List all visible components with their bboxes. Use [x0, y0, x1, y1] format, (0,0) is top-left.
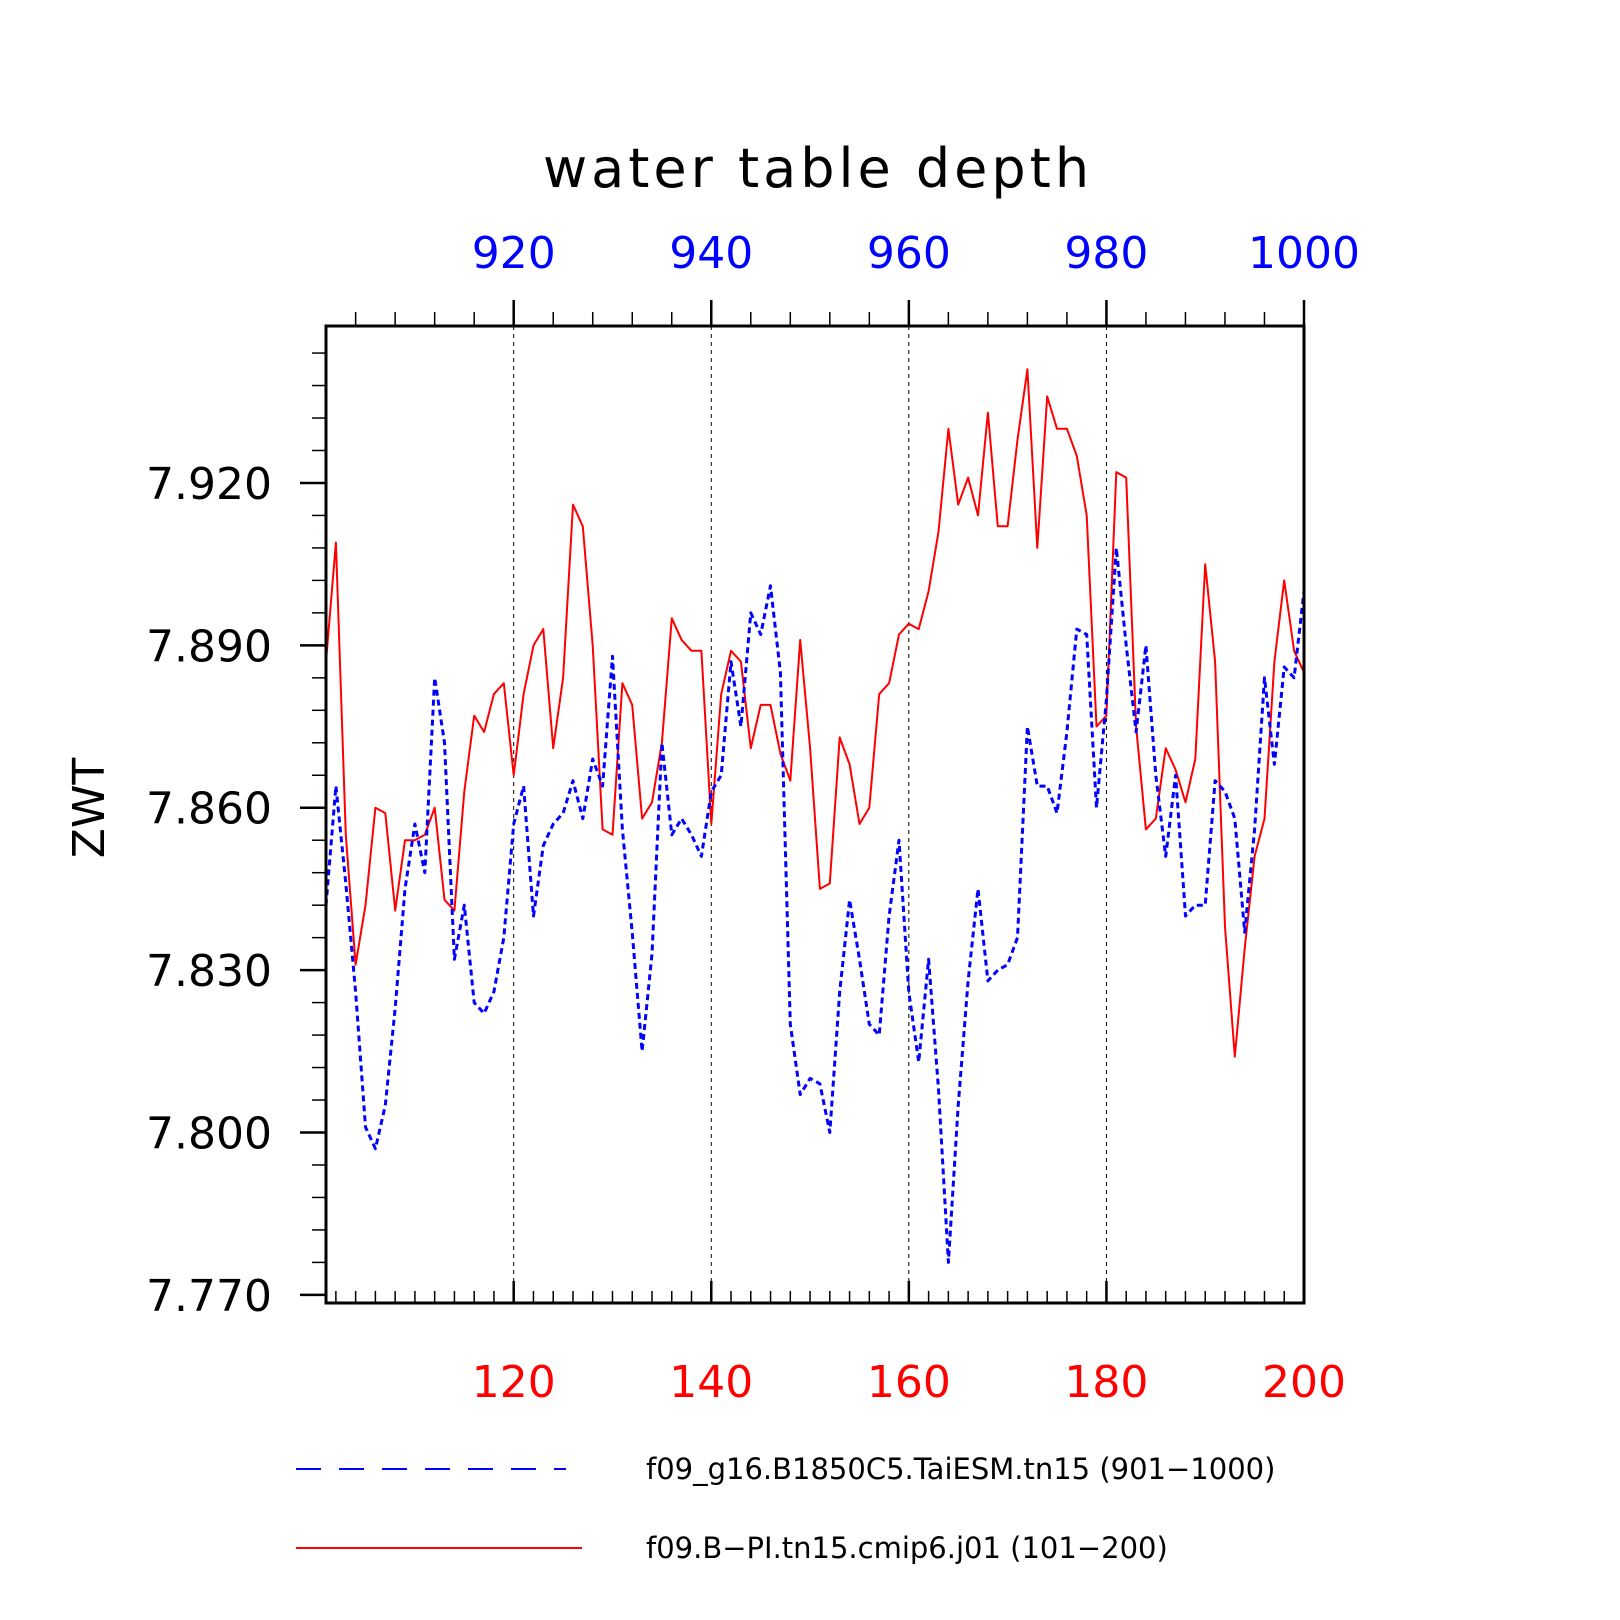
y-tick-label: 7.920	[146, 459, 272, 510]
chart-title: water table depth	[543, 137, 1093, 200]
plot-frame	[324, 324, 1306, 1305]
legend: f09_g16.B1850C5.TaiESM.tn15 (901−1000) f…	[296, 1452, 1275, 1565]
x-tick-label: 140	[669, 1357, 753, 1408]
x-tick-label: 200	[1262, 1357, 1346, 1408]
y-tick-label: 7.830	[146, 946, 272, 997]
x-tick-label: 180	[1064, 1357, 1148, 1408]
y-tick-label: 7.770	[146, 1271, 272, 1322]
axis-ticks	[300, 300, 1306, 1303]
y-tick-label: 7.860	[146, 784, 272, 835]
plot-series	[324, 368, 1306, 1264]
top-tick-label: 1000	[1248, 228, 1360, 279]
x-tick-label: 160	[867, 1357, 951, 1408]
y-axis-label: ZWT	[64, 758, 115, 859]
legend-label-red: f09.B−PI.tn15.cmip6.j01 (101−200)	[646, 1531, 1168, 1565]
top-tick-label: 940	[669, 228, 753, 279]
series-line-red	[325, 368, 1305, 1058]
top-tick-label: 960	[867, 228, 951, 279]
y-tick-label: 7.800	[146, 1108, 272, 1159]
legend-label-blue: f09_g16.B1850C5.TaiESM.tn15 (901−1000)	[646, 1452, 1275, 1486]
top-tick-label: 920	[472, 228, 556, 279]
top-tick-label: 980	[1064, 228, 1148, 279]
axis-tick-labels: 120 140 160 180 200 920 940 960 980 1000 7.770 7.80…	[146, 228, 1360, 1408]
x-tick-label: 120	[472, 1357, 556, 1408]
y-tick-label: 7.890	[146, 621, 272, 672]
series-line-blue	[324, 546, 1306, 1264]
